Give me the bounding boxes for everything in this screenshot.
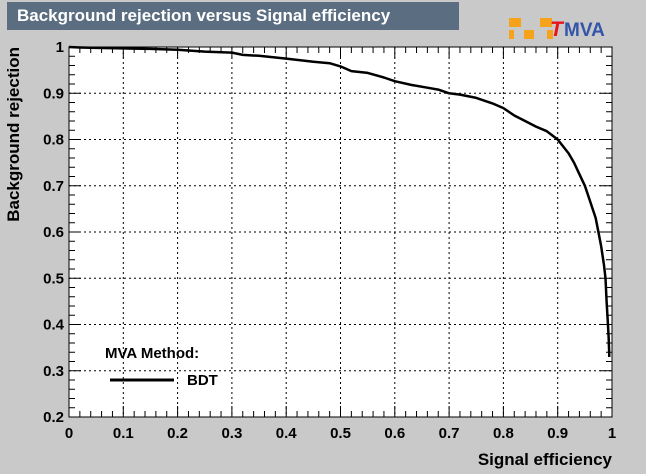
- y-tick-label: 0.5: [43, 270, 64, 287]
- x-tick-label: 0.2: [167, 425, 188, 442]
- y-tick-label: 0.3: [43, 363, 64, 380]
- y-axis-title: Background rejection: [4, 47, 23, 222]
- tick-labels: 0 0.1 0.2 0.3 0.4 0.5 0.6 0.7 0.8 0.9 1 0.2 0.3 0.4 0.…: [43, 39, 616, 442]
- series: [68, 45, 611, 357]
- logo-square: [509, 18, 521, 27]
- axis-ticks: [68, 46, 613, 418]
- logo-t: T: [550, 18, 565, 41]
- logo-square: [547, 30, 553, 39]
- logo-square: [509, 30, 514, 39]
- x-tick-label: 0.1: [113, 425, 134, 442]
- y-tick-label: 0.8: [43, 132, 64, 149]
- logo-square: [540, 18, 552, 27]
- x-tick-label: 0.7: [439, 425, 460, 442]
- x-axis-title: Signal efficiency: [478, 450, 613, 469]
- x-tick-label: 0.9: [547, 425, 568, 442]
- legend-header: MVA Method:: [105, 345, 199, 362]
- y-tick-label: 0.2: [43, 409, 64, 426]
- x-tick-label: 1: [608, 425, 616, 442]
- legend-label-bdt: BDT: [187, 372, 218, 389]
- y-tick-label: 1: [56, 39, 64, 56]
- x-tick-label: 0.4: [276, 425, 298, 442]
- x-tick-label: 0.3: [221, 425, 242, 442]
- chart-title: Background rejection versus Signal effic…: [7, 2, 459, 30]
- logo-mva: MVA: [564, 20, 605, 41]
- tmva-logo: T MVA: [509, 14, 612, 44]
- y-tick-label: 0.7: [43, 178, 64, 195]
- logo-square: [524, 30, 534, 39]
- x-tick-label: 0: [65, 425, 73, 442]
- x-tick-label: 0.8: [493, 425, 514, 442]
- y-tick-label: 0.9: [43, 85, 64, 102]
- series-line-bdt: [68, 45, 611, 357]
- x-tick-label: 0.5: [330, 425, 351, 442]
- x-tick-label: 0.6: [384, 425, 405, 442]
- legend: MVA Method: BDT: [105, 345, 218, 389]
- tmva-logo-graphic: T MVA: [509, 18, 605, 41]
- grid: [69, 47, 612, 417]
- y-tick-label: 0.6: [43, 224, 64, 241]
- y-tick-label: 0.4: [43, 317, 65, 334]
